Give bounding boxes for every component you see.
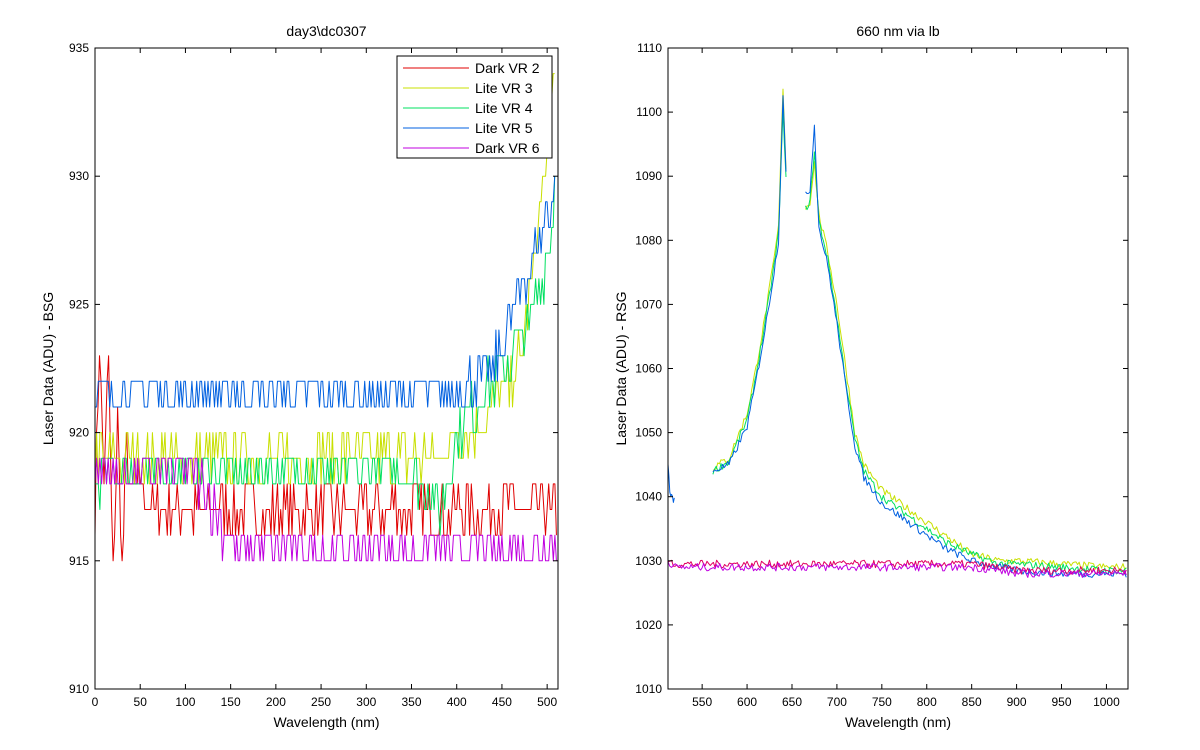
legend: Dark VR 2 Lite VR 3 Lite VR 4 Lite VR 5 Dark… (396, 55, 553, 159)
y-tick-label: 1070 (635, 297, 662, 311)
y-tick-label: 1080 (635, 233, 662, 247)
x-tick-label: 450 (492, 695, 512, 709)
y-tick-label: 1050 (635, 426, 662, 440)
series-line-2 (95, 73, 555, 485)
y-tick-label: 920 (69, 426, 89, 440)
legend-entry-label: Lite VR 5 (475, 120, 533, 136)
y-axis-label: Laser Data (ADU) - BSG (40, 292, 56, 445)
y-tick-label: 1030 (635, 554, 662, 568)
x-tick-label: 350 (401, 695, 421, 709)
x-axis-label: Wavelength (nm) (273, 714, 379, 730)
x-axis-label: Wavelength (nm) (845, 714, 951, 730)
y-tick-label: 925 (69, 297, 89, 311)
y-tick-label: 935 (69, 41, 89, 55)
series-line-6 (668, 561, 1127, 578)
series-line-1 (712, 88, 787, 471)
legend-entry-label: Dark VR 2 (475, 60, 540, 76)
y-tick-label: 1020 (635, 618, 662, 632)
x-tick-label: 550 (692, 695, 712, 709)
x-tick-label: 150 (221, 695, 241, 709)
series-line-3 (712, 95, 787, 473)
x-tick-label: 750 (872, 695, 892, 709)
x-tick-label: 700 (827, 695, 847, 709)
x-tick-label: 100 (175, 695, 195, 709)
x-tick-label: 400 (447, 695, 467, 709)
legend-box (396, 55, 553, 159)
y-tick-label: 1090 (635, 169, 662, 183)
series-line-2-part-2 (805, 151, 1127, 575)
x-tick-label: 600 (737, 695, 757, 709)
x-tick-label: 650 (782, 695, 802, 709)
series-group (668, 88, 1127, 578)
x-tick-label: 250 (311, 695, 331, 709)
x-tick-label: 950 (1052, 695, 1072, 709)
y-tick-label: 1060 (635, 362, 662, 376)
x-tick-label: 800 (917, 695, 937, 709)
series-line-4 (95, 176, 556, 408)
x-tick-label: 200 (266, 695, 286, 709)
chart-title: 660 nm via lb (856, 23, 939, 39)
x-tick-label: 300 (356, 695, 376, 709)
legend-entry-label: Lite VR 4 (475, 100, 533, 116)
legend-entry-label: Lite VR 3 (475, 80, 533, 96)
series-line-5 (668, 559, 1127, 575)
series-line-4 (668, 464, 675, 503)
series-line-2 (712, 109, 787, 475)
y-tick-label: 1040 (635, 490, 662, 504)
x-tick-label: 850 (962, 695, 982, 709)
x-tick-label: 900 (1007, 695, 1027, 709)
y-tick-label: 910 (69, 682, 89, 696)
chart-title: day3\dc0307 (286, 23, 366, 39)
y-tick-label: 1100 (636, 105, 662, 119)
axes-frame (94, 47, 559, 690)
y-tick-label: 915 (69, 554, 89, 568)
y-tick-label: 930 (69, 169, 89, 183)
series-group (95, 73, 557, 562)
legend-entry-label: Dark VR 6 (475, 140, 540, 156)
series-line-1-part-2 (805, 161, 1127, 571)
y-tick-label: 1010 (635, 682, 662, 696)
chart-panel-2: 550 600 650 700 750 800 850 900 950 1000 1010 1020 1… (613, 23, 1129, 730)
x-tick-label: 500 (537, 695, 557, 709)
x-tick-label: 0 (92, 695, 99, 709)
chart-panel-1: 0 50 100 150 200 250 300 350 400 450 500 910 915 920 9… (40, 23, 559, 730)
y-tick-label: 1110 (637, 41, 662, 55)
x-tick-label: 50 (134, 695, 148, 709)
series-line-5 (95, 457, 557, 562)
plot-area (668, 48, 1128, 689)
x-tick-label: 1000 (1093, 695, 1120, 709)
y-axis-label: Laser Data (ADU) - RSG (613, 291, 629, 445)
